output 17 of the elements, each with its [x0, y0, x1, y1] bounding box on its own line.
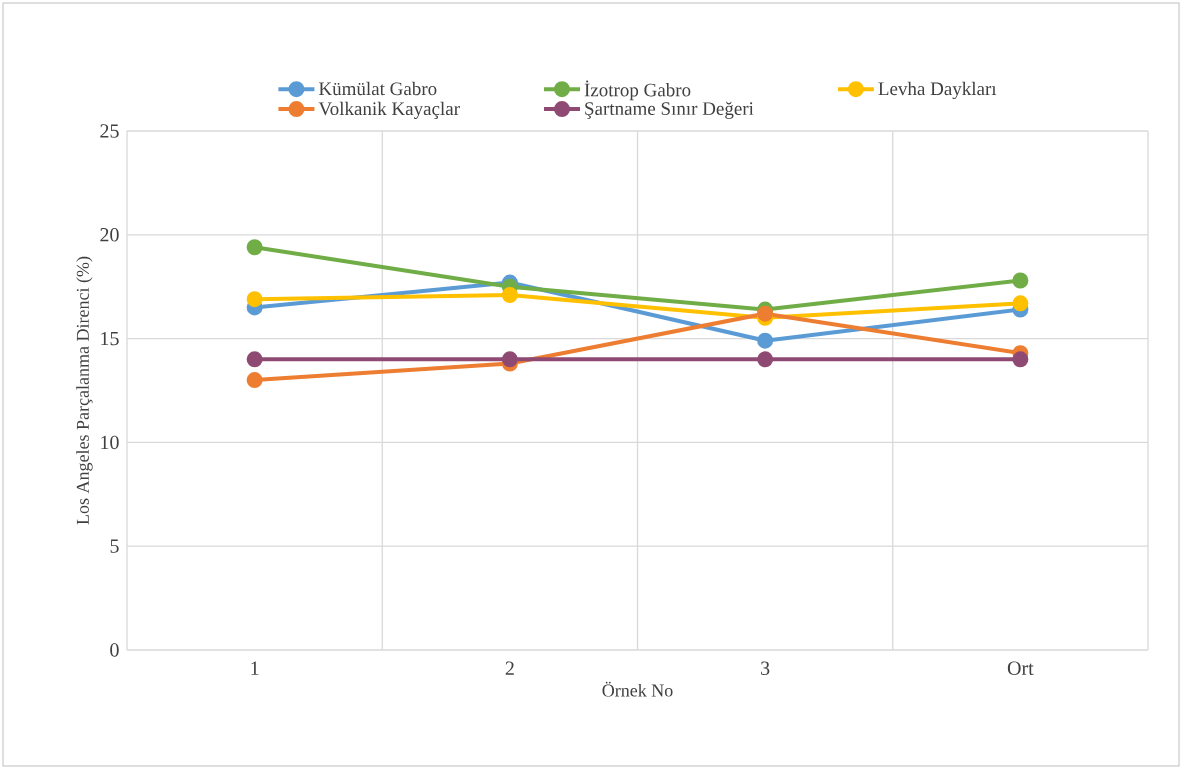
y-tick-label: 25 [100, 124, 119, 138]
y-tick-label: 5 [110, 539, 119, 553]
x-axis-title: Örnek No [602, 681, 673, 697]
x-tick-label: Ort [1007, 661, 1034, 675]
legend-label: Volkanik Kayaçlar [318, 101, 460, 120]
x-tick-label: 1 [251, 661, 259, 675]
y-tick-label: 15 [101, 331, 119, 346]
x-tick-label: 2 [505, 661, 514, 675]
y-axis-title: Los Angeles Parçalanma Direnci (%) [76, 256, 93, 525]
x-tick-label: 3 [761, 661, 770, 675]
y-tick-label: 20 [100, 228, 119, 242]
legend-label: İzotrop Gabro [584, 80, 691, 101]
y-tick-label: 0 [110, 643, 119, 657]
legend-label: Şartname Sınır Değeri [585, 101, 754, 119]
legend-label: Levha Daykları [878, 81, 997, 100]
y-tick-label: 10 [101, 435, 119, 450]
legend-label: Kümülat Gabro [318, 81, 437, 96]
